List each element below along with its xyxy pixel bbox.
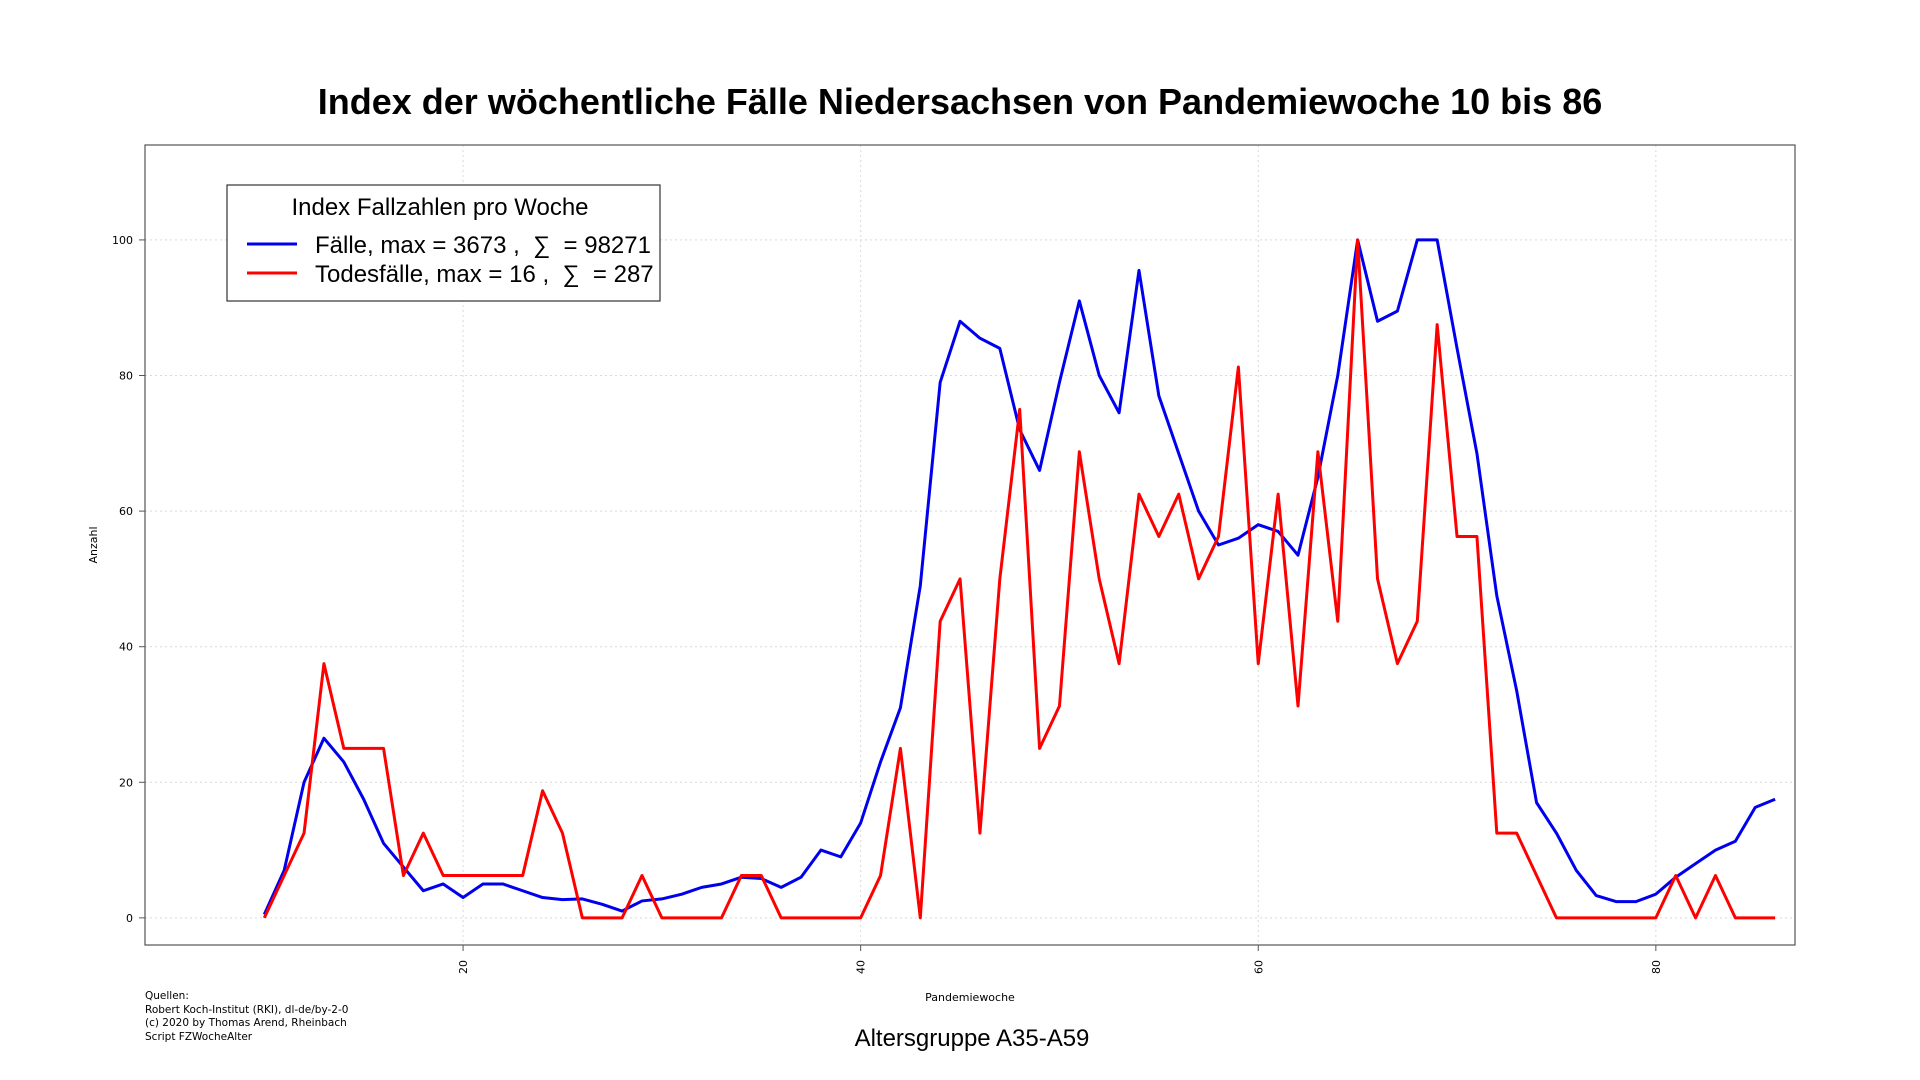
- legend: Index Fallzahlen pro Woche Fälle, max = …: [226, 184, 661, 302]
- x-tick-label: 40: [855, 960, 868, 974]
- plot-frame: [144, 144, 1796, 946]
- sources-line-2: (c) 2020 by Thomas Arend, Rheinbach: [145, 1017, 347, 1029]
- series-line-faelle: [262, 238, 1776, 916]
- x-axis: 20 40 60 80: [457, 945, 1663, 974]
- y-tick-label: 0: [126, 912, 133, 925]
- series-line-todesfaelle: [262, 238, 1776, 920]
- x-tick-label: 20: [457, 960, 470, 974]
- sources-heading: Quellen:: [145, 990, 189, 1002]
- legend-label-todesfaelle: Todesfälle, max = 16 , ∑ = 287: [315, 261, 654, 288]
- sources-line-1: Robert Koch-Institut (RKI), dl-de/by-2-0: [145, 1003, 349, 1016]
- series-lines: [262, 238, 1776, 920]
- y-tick-label: 40: [119, 641, 133, 654]
- y-tick-label: 80: [119, 370, 133, 383]
- legend-box: [226, 184, 661, 302]
- x-tick-label: 60: [1252, 960, 1265, 974]
- y-tick-label: 60: [119, 505, 133, 518]
- chart-title: Index der wöchentliche Fälle Niedersachs…: [318, 81, 1602, 122]
- y-tick-label: 100: [112, 234, 133, 247]
- x-tick-label: 80: [1650, 960, 1663, 974]
- legend-label-faelle: Fälle, max = 3673 , ∑ = 98271: [315, 232, 651, 259]
- y-tick-label: 20: [119, 776, 133, 789]
- y-axis-label: Anzahl: [87, 526, 100, 563]
- x-axis-label: Pandemiewoche: [925, 991, 1015, 1004]
- chart-subtitle: Altersgruppe A35-A59: [855, 1025, 1090, 1052]
- sources-note: Quellen: Robert Koch-Institut (RKI), dl-…: [145, 990, 348, 1044]
- legend-title: Index Fallzahlen pro Woche: [291, 194, 588, 221]
- y-axis: 0 20 40 60 80 100: [112, 234, 145, 925]
- sources-line-3: Script FZWocheAlter: [145, 1030, 253, 1043]
